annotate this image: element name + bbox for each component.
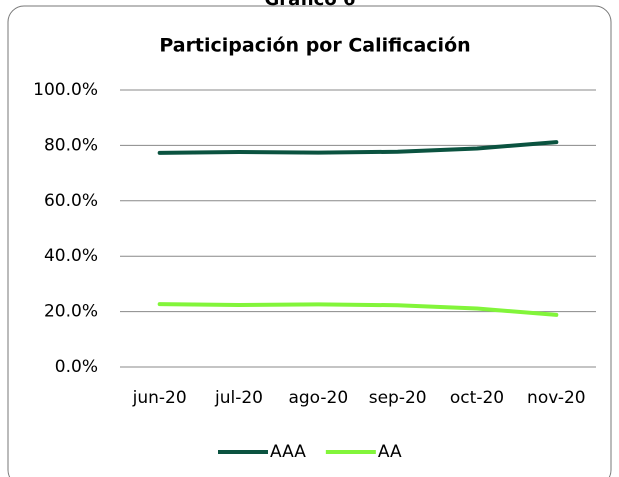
chart-title: Participación por Calificación [159, 35, 470, 57]
y-tick-label: 100.0% [33, 80, 98, 100]
x-tick-label: sep-20 [369, 388, 427, 408]
x-tick-label: jun-20 [132, 388, 187, 408]
x-tick-label: jul-20 [214, 388, 263, 408]
chart-border [7, 5, 612, 477]
figure-caption: Gráfico 6 [265, 0, 356, 10]
y-tick-label: 80.0% [44, 135, 98, 155]
legend-label: AAA [270, 442, 306, 462]
x-tick-label: ago-20 [288, 388, 348, 408]
series-line [157, 140, 559, 155]
y-tick-label: 0.0% [55, 357, 98, 377]
legend-label: AA [378, 442, 402, 462]
y-tick-label: 20.0% [44, 302, 98, 322]
y-tick-label: 60.0% [44, 191, 98, 211]
x-tick-label: oct-20 [450, 388, 504, 408]
y-tick-label: 40.0% [44, 246, 98, 266]
series-line [157, 302, 559, 317]
x-tick-label: nov-20 [527, 388, 586, 408]
